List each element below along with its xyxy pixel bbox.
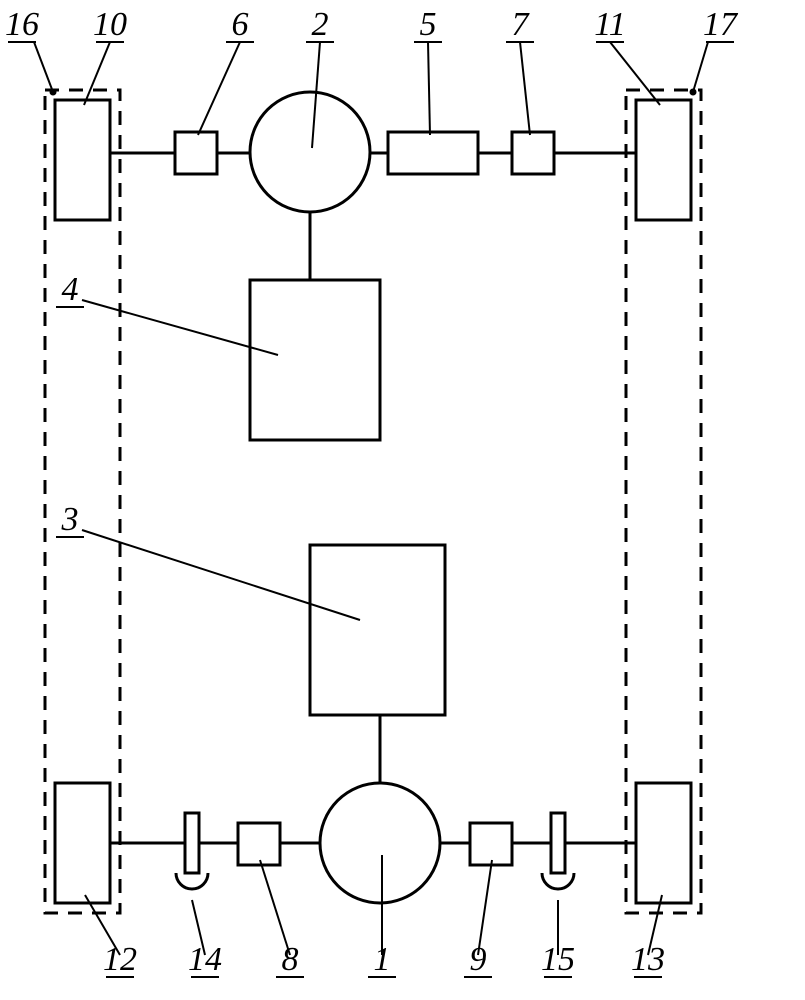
label-11: 11	[594, 6, 625, 43]
label-14: 14	[188, 941, 222, 978]
block-3	[310, 545, 445, 715]
leader-line	[198, 42, 240, 135]
label-8: 8	[282, 941, 299, 978]
label-10: 10	[93, 6, 127, 43]
block-5	[388, 132, 478, 174]
block-9	[470, 823, 512, 865]
label-6: 6	[232, 6, 249, 43]
leader-line	[520, 42, 530, 135]
block-6	[175, 132, 217, 174]
label-1: 1	[374, 941, 391, 978]
leader-line	[610, 42, 660, 105]
label-9: 9	[470, 941, 487, 978]
leader-line	[693, 42, 708, 92]
block-7	[512, 132, 554, 174]
block-2	[250, 92, 370, 212]
wheel-bl	[55, 783, 110, 903]
wheel-tl	[55, 100, 110, 220]
label-12: 12	[103, 941, 137, 978]
leader-line	[312, 42, 320, 148]
leader-line	[84, 42, 110, 105]
label-16: 16	[5, 6, 39, 43]
block-4	[250, 280, 380, 440]
label-5: 5	[420, 6, 437, 43]
brake-right	[542, 813, 574, 889]
label-15: 15	[541, 941, 575, 978]
label-13: 13	[631, 941, 665, 978]
label-4: 4	[62, 271, 79, 308]
label-17: 17	[703, 6, 739, 43]
leader-dot	[690, 89, 697, 96]
leader-line	[34, 42, 53, 92]
label-7: 7	[512, 6, 531, 43]
wheel-br	[636, 783, 691, 903]
block-1	[320, 783, 440, 903]
brake-left	[176, 813, 208, 889]
label-3: 3	[61, 501, 79, 538]
block-8	[238, 823, 280, 865]
leader-line	[428, 42, 430, 135]
leader-dot	[50, 89, 57, 96]
label-2: 2	[312, 6, 329, 43]
wheel-tr	[636, 100, 691, 220]
